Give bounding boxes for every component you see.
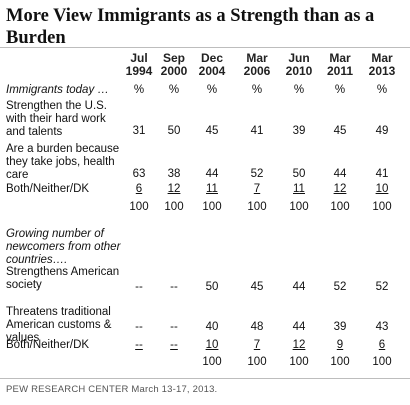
table-cell: 41 — [250, 125, 264, 137]
row-label: Are a burden because they take jobs, hea… — [6, 143, 120, 181]
table-cell: 39 — [333, 321, 347, 333]
table-cell: 6 — [135, 183, 143, 195]
table-cell: 100 — [247, 356, 267, 368]
column-header: Jun 2010 — [275, 52, 323, 78]
column-month: Jul — [130, 51, 148, 65]
table-cell: 100 — [372, 201, 392, 213]
table-cell: -- — [170, 281, 178, 293]
table-cell: % — [168, 84, 180, 96]
table-cell: % — [293, 84, 305, 96]
table-cell: -- — [135, 281, 143, 293]
table-cell: 45 — [250, 281, 264, 293]
table-cell: 100 — [247, 201, 267, 213]
table-cell: 10 — [375, 183, 389, 195]
table-cell: % — [376, 84, 388, 96]
column-header: Mar 2011 — [316, 52, 364, 78]
section-prompt: Immigrants today … — [6, 84, 109, 96]
section-prompt: Growing number of newcomers from other c… — [6, 228, 121, 266]
column-month: Dec — [200, 51, 223, 65]
title-divider — [0, 47, 410, 48]
table-cell: 44 — [292, 321, 306, 333]
column-month: Mar — [329, 51, 351, 65]
table-cell: % — [206, 84, 218, 96]
table-cell: 40 — [205, 321, 219, 333]
column-year: 2000 — [160, 64, 188, 78]
table-cell: 50 — [167, 125, 181, 137]
table-cell: 38 — [167, 168, 181, 180]
column-month: Mar — [371, 51, 393, 65]
table-cell: -- — [135, 339, 143, 351]
column-header: Mar 2006 — [233, 52, 281, 78]
table-cell: 11 — [293, 183, 305, 195]
column-year: 1994 — [125, 64, 153, 78]
table-cell: 7 — [253, 339, 261, 351]
table-cell: -- — [135, 321, 143, 333]
row-label: Both/Neither/DK — [6, 339, 90, 351]
table-cell: 100 — [164, 201, 184, 213]
column-month: Mar — [246, 51, 268, 65]
table-cell: % — [133, 84, 145, 96]
table-cell: 52 — [375, 281, 389, 293]
column-header: Jul 1994 — [115, 52, 163, 78]
column-year: 2004 — [198, 64, 226, 78]
row-label: Both/Neither/DK — [6, 183, 90, 195]
table-cell: 100 — [289, 201, 309, 213]
row-label: Strengthens American society — [6, 266, 120, 291]
table-cell: % — [251, 84, 263, 96]
table-cell: 100 — [202, 201, 222, 213]
table-cell: 50 — [292, 168, 306, 180]
column-month: Sep — [162, 51, 185, 65]
table-cell: 100 — [202, 356, 222, 368]
table-cell: 31 — [132, 125, 146, 137]
table-cell: 12 — [333, 183, 347, 195]
table-cell: 10 — [205, 339, 219, 351]
column-year: 2013 — [368, 64, 396, 78]
table-cell: 12 — [167, 183, 181, 195]
table-cell: 45 — [205, 125, 219, 137]
source-note: PEW RESEARCH CENTER March 13-17, 2013. — [6, 384, 218, 395]
table-cell: -- — [170, 321, 178, 333]
row-label: Strengthen the U.S. with their hard work… — [6, 100, 108, 138]
table-cell: 44 — [333, 168, 347, 180]
table-cell: 44 — [292, 281, 306, 293]
table-cell: 100 — [372, 356, 392, 368]
table-cell: 9 — [336, 339, 344, 351]
table-cell: 100 — [129, 201, 149, 213]
table-cell: 48 — [250, 321, 264, 333]
table-cell: 52 — [333, 281, 347, 293]
column-header: Dec 2004 — [188, 52, 236, 78]
table-cell: 100 — [330, 201, 350, 213]
table-cell: 12 — [292, 339, 306, 351]
row-label: Threatens traditional American customs &… — [6, 306, 112, 344]
chart-title: More View Immigrants as a Strength than … — [6, 6, 375, 48]
table-cell: 44 — [205, 168, 219, 180]
column-header: Mar 2013 — [358, 52, 406, 78]
table-cell: 39 — [292, 125, 306, 137]
table-cell: 50 — [205, 281, 219, 293]
table-cell: 6 — [378, 339, 386, 351]
table-cell: 63 — [132, 168, 146, 180]
table-cell: 11 — [206, 183, 218, 195]
column-month: Jun — [288, 51, 310, 65]
column-year: 2010 — [285, 64, 313, 78]
table-cell: 100 — [289, 356, 309, 368]
table-cell: 43 — [375, 321, 389, 333]
table-cell: 49 — [375, 125, 389, 137]
column-year: 2011 — [326, 64, 354, 78]
table-cell: -- — [170, 339, 178, 351]
footer-divider — [0, 378, 410, 379]
table-cell: 7 — [253, 183, 261, 195]
table-cell: 52 — [250, 168, 264, 180]
table-cell: 45 — [333, 125, 347, 137]
table-cell: 41 — [375, 168, 389, 180]
table-cell: 100 — [330, 356, 350, 368]
table-cell: % — [334, 84, 346, 96]
column-year: 2006 — [243, 64, 271, 78]
column-header: Sep 2000 — [150, 52, 198, 78]
